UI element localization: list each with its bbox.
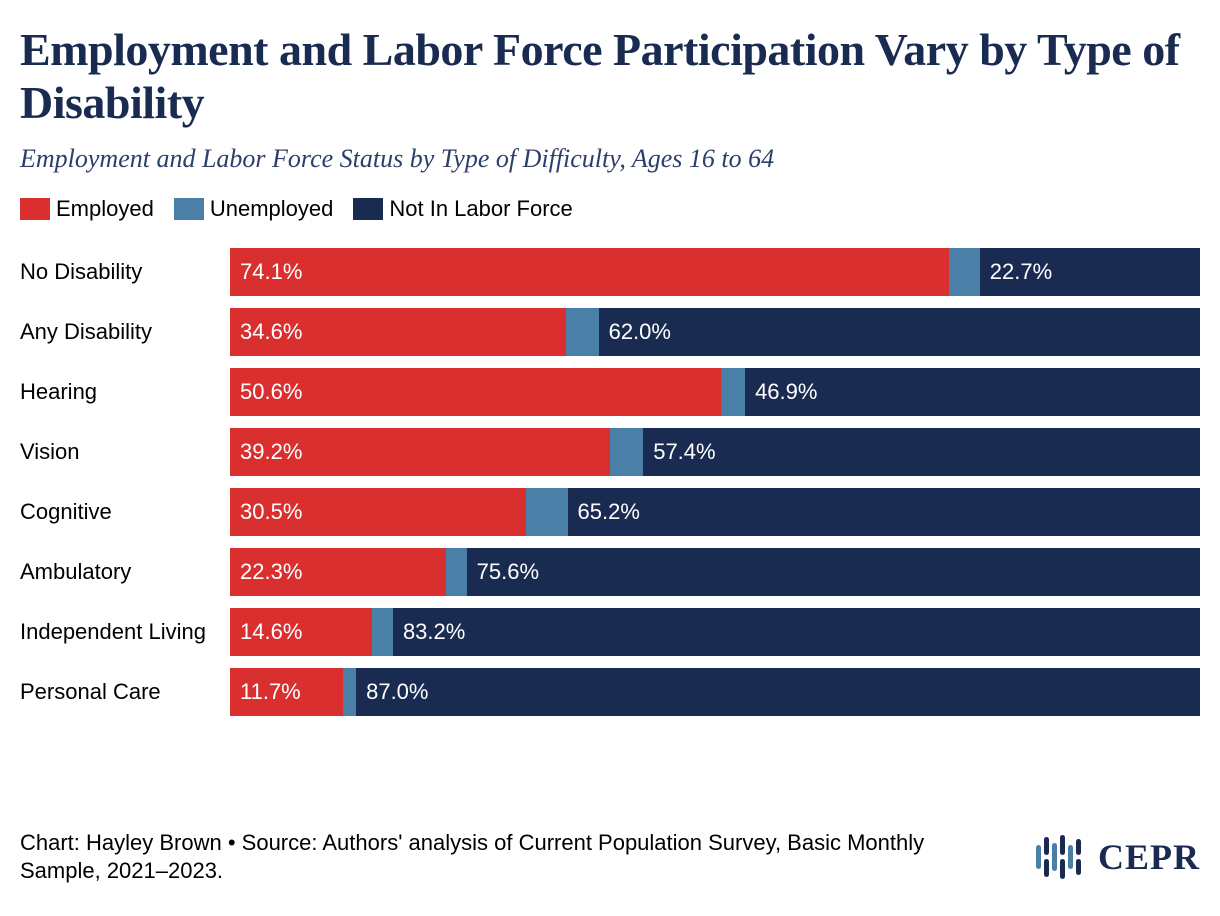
segment-nilf-value: 46.9%: [755, 379, 817, 405]
segment-unemployed: [526, 488, 568, 536]
segment-employed-value: 50.6%: [240, 379, 302, 405]
legend-item: Not In Labor Force: [353, 196, 572, 222]
chart-row: Cognitive 30.5% 65.2%: [20, 488, 1200, 536]
segment-unemployed: [566, 308, 599, 356]
legend-item: Employed: [20, 196, 154, 222]
category-label: Hearing: [20, 379, 230, 405]
segment-nilf: 65.2%: [568, 488, 1200, 536]
segment-employed: 14.6%: [230, 608, 372, 656]
chart-footer: Chart: Hayley Brown • Source: Authors' a…: [20, 829, 1200, 886]
segment-employed-value: 11.7%: [240, 679, 301, 705]
segment-employed-value: 30.5%: [240, 499, 302, 525]
segment-nilf-value: 83.2%: [403, 619, 465, 645]
segment-employed-value: 74.1%: [240, 259, 302, 285]
segment-employed: 30.5%: [230, 488, 526, 536]
segment-nilf: 22.7%: [980, 248, 1200, 296]
segment-nilf: 83.2%: [393, 608, 1200, 656]
segment-unemployed: [343, 668, 356, 716]
source-text: Chart: Hayley Brown • Source: Authors' a…: [20, 829, 940, 886]
segment-nilf-value: 65.2%: [578, 499, 640, 525]
legend-item: Unemployed: [174, 196, 334, 222]
stacked-bar-chart: No Disability74.1%22.7%Any Disability34.…: [20, 248, 1200, 716]
segment-nilf-value: 57.4%: [653, 439, 715, 465]
category-label: Cognitive: [20, 499, 230, 525]
bar-container: 50.6% 46.9%: [230, 368, 1200, 416]
segment-employed: 50.6%: [230, 368, 721, 416]
segment-nilf: 62.0%: [599, 308, 1200, 356]
category-label: Independent Living: [20, 619, 230, 645]
segment-employed-value: 39.2%: [240, 439, 302, 465]
segment-employed: 39.2%: [230, 428, 610, 476]
segment-unemployed: [446, 548, 466, 596]
segment-unemployed: [721, 368, 745, 416]
segment-unemployed: [372, 608, 393, 656]
segment-employed-value: 14.6%: [240, 619, 302, 645]
legend-swatch: [353, 198, 383, 220]
segment-unemployed: [949, 248, 980, 296]
legend-swatch: [20, 198, 50, 220]
segment-nilf: 87.0%: [356, 668, 1200, 716]
chart-row: Any Disability 34.6% 62.0%: [20, 308, 1200, 356]
bar-container: 11.7% 87.0%: [230, 668, 1200, 716]
bar-container: 34.6% 62.0%: [230, 308, 1200, 356]
category-label: Ambulatory: [20, 559, 230, 585]
segment-nilf: 46.9%: [745, 368, 1200, 416]
cepr-logo: CEPR: [1032, 829, 1200, 885]
segment-unemployed: [610, 428, 643, 476]
segment-employed-value: 22.3%: [240, 559, 302, 585]
category-label: Personal Care: [20, 679, 230, 705]
category-label: Vision: [20, 439, 230, 465]
chart-row: Independent Living 14.6% 83.2%: [20, 608, 1200, 656]
chart-title: Employment and Labor Force Participation…: [20, 24, 1200, 130]
legend-label: Not In Labor Force: [389, 196, 572, 222]
chart-subtitle: Employment and Labor Force Status by Typ…: [20, 144, 1200, 174]
segment-nilf-value: 87.0%: [366, 679, 428, 705]
category-label: Any Disability: [20, 319, 230, 345]
segment-employed: 11.7%: [230, 668, 343, 716]
segment-nilf-value: 75.6%: [477, 559, 539, 585]
chart-row: Hearing 50.6% 46.9%: [20, 368, 1200, 416]
legend-label: Employed: [56, 196, 154, 222]
segment-nilf: 75.6%: [467, 548, 1200, 596]
bar-container: 14.6% 83.2%: [230, 608, 1200, 656]
legend: Employed Unemployed Not In Labor Force: [20, 196, 1200, 222]
legend-label: Unemployed: [210, 196, 334, 222]
segment-nilf: 57.4%: [643, 428, 1200, 476]
bar-container: 39.2% 57.4%: [230, 428, 1200, 476]
chart-row: No Disability 74.1% 22.7%: [20, 248, 1200, 296]
segment-employed: 22.3%: [230, 548, 446, 596]
chart-row: Personal Care 11.7% 87.0%: [20, 668, 1200, 716]
cepr-logo-icon: [1032, 829, 1088, 885]
segment-nilf-value: 62.0%: [609, 319, 671, 345]
chart-row: Vision 39.2% 57.4%: [20, 428, 1200, 476]
category-label: No Disability: [20, 259, 230, 285]
segment-employed-value: 34.6%: [240, 319, 302, 345]
bar-container: 30.5% 65.2%: [230, 488, 1200, 536]
segment-nilf-value: 22.7%: [990, 259, 1052, 285]
legend-swatch: [174, 198, 204, 220]
segment-employed: 34.6%: [230, 308, 566, 356]
cepr-logo-text: CEPR: [1098, 836, 1200, 878]
bar-container: 22.3% 75.6%: [230, 548, 1200, 596]
segment-employed: 74.1%: [230, 248, 949, 296]
bar-container: 74.1% 22.7%: [230, 248, 1200, 296]
chart-row: Ambulatory 22.3% 75.6%: [20, 548, 1200, 596]
